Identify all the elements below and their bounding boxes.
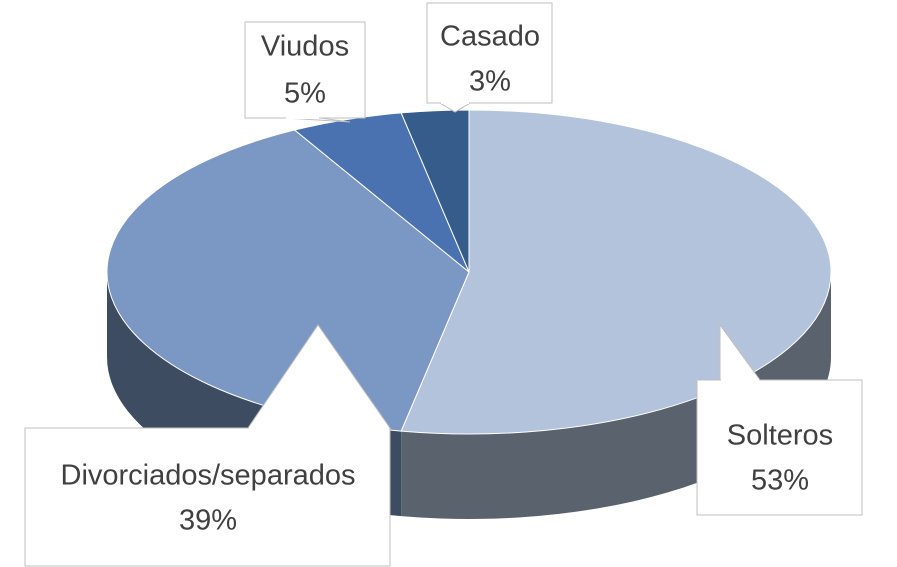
label-box (696, 379, 863, 516)
value-label: 3% (469, 66, 511, 98)
category-label: Casado (440, 21, 540, 53)
label-box (244, 21, 366, 119)
label-box (426, 2, 553, 104)
labels: Solteros 53% Divorciados/separados 39% Viudo… (24, 2, 863, 567)
category-label: Solteros (727, 420, 833, 452)
value-label: 39% (179, 505, 237, 537)
category-label: Divorciados/separados (61, 460, 356, 492)
label-box (24, 427, 391, 567)
value-label: 53% (751, 465, 809, 497)
slice (400, 109, 470, 273)
category-label: Viudos (261, 31, 349, 63)
value-label: 5% (284, 78, 326, 110)
